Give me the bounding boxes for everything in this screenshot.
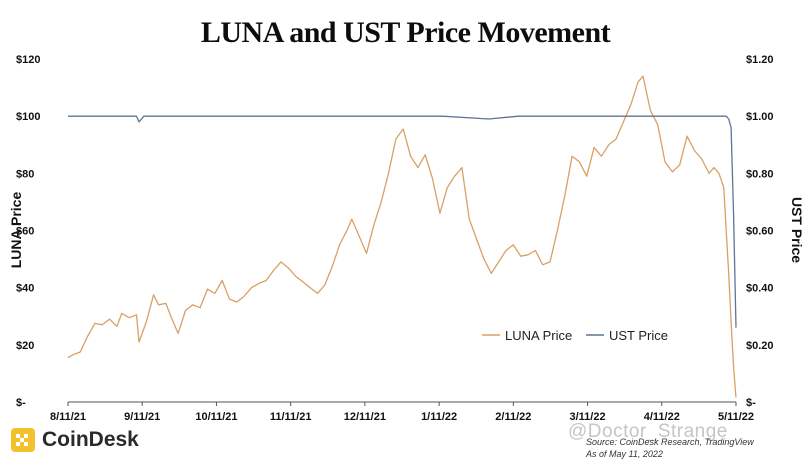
source-date: As of May 11, 2022: [586, 449, 663, 459]
coindesk-logo-icon: [11, 428, 35, 452]
legend-label-luna: LUNA Price: [505, 328, 572, 343]
x-tick-label: 11/11/21: [270, 411, 312, 423]
left-tick-label: $100: [16, 111, 40, 123]
chart-title: LUNA and UST Price Movement: [200, 16, 611, 49]
left-tick-label: $60: [16, 226, 34, 238]
legend: LUNA Price UST Price: [482, 328, 668, 343]
left-axis-ticks: $- $20 $40 $60 $80 $100 $120: [16, 54, 40, 409]
watermark: @Doctor_Strange: [568, 421, 728, 442]
left-tick-label: $80: [16, 168, 34, 180]
x-tick-label: 10/11/21: [195, 411, 237, 423]
x-tick-label: 3/11/22: [570, 411, 606, 423]
x-tick-label: 9/11/21: [124, 411, 160, 423]
left-axis-title: LUNA Price: [8, 192, 24, 269]
legend-label-ust: UST Price: [609, 328, 668, 343]
x-tick-label: 12/11/21: [344, 411, 386, 423]
brand-logo: CoinDesk: [10, 427, 139, 453]
series-layer: [67, 75, 737, 398]
left-tick-label: $120: [16, 54, 40, 66]
right-tick-label: $0.60: [746, 226, 774, 238]
right-tick-label: $0.40: [746, 283, 774, 295]
brand-name: CoinDesk: [42, 428, 139, 451]
x-tick-label: 5/11/22: [718, 411, 754, 423]
right-tick-label: $0.80: [746, 168, 774, 180]
source-note: Source: CoinDesk Research, TradingView A…: [586, 436, 754, 460]
source-line: Source: CoinDesk Research, TradingView: [586, 437, 754, 447]
right-tick-label: $0.20: [746, 340, 774, 352]
x-tick-label: 2/11/22: [495, 411, 531, 423]
left-tick-label: $-: [16, 397, 26, 409]
x-tick-label: 8/11/21: [50, 411, 86, 423]
right-tick-label: $1.00: [746, 111, 774, 123]
right-tick-label: $1.20: [746, 54, 774, 66]
luna-price-line: [67, 75, 737, 398]
right-tick-label: $-: [746, 397, 756, 409]
x-axis-ticks: 8/11/21 9/11/21 10/11/21 11/11/21 12/11/21 1/…: [50, 402, 754, 423]
left-tick-label: $40: [16, 283, 34, 295]
left-tick-label: $20: [16, 340, 34, 352]
ust-price-line: [68, 115, 737, 328]
right-axis-ticks: $- $0.20 $0.40 $0.60 $0.80 $1.00 $1.20: [746, 54, 774, 409]
x-tick-label: 1/11/22: [421, 411, 457, 423]
right-axis-title: UST Price: [789, 197, 805, 263]
x-tick-label: 4/11/22: [644, 411, 680, 423]
